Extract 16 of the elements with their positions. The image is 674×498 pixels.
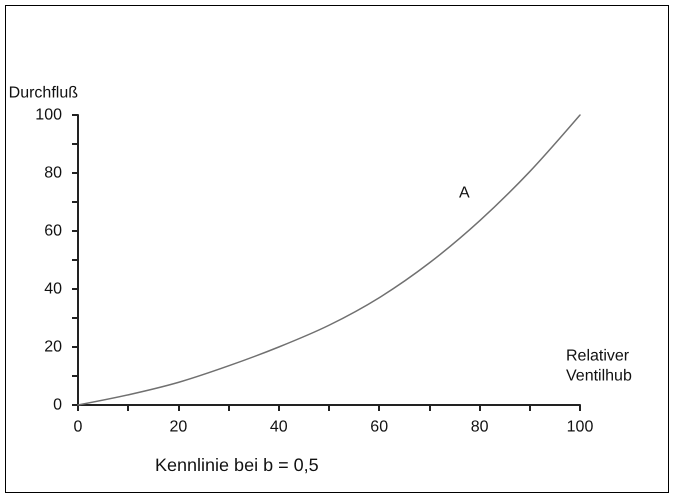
x-tick-label: 20 bbox=[170, 418, 188, 436]
x-tick-label: 100 bbox=[566, 418, 594, 436]
y-tick-label: 40 bbox=[44, 280, 62, 298]
x-tick-label: 40 bbox=[270, 418, 288, 436]
annotation: A bbox=[459, 184, 470, 202]
y-tick-label: 60 bbox=[44, 222, 62, 240]
x-tick-label: 60 bbox=[370, 418, 388, 436]
text: Kennlinie bei b = 0,5 bbox=[155, 455, 319, 475]
x-tick-label: 0 bbox=[74, 418, 83, 436]
y-tick-label: 0 bbox=[53, 396, 62, 414]
y-axis-title: Durchfluß bbox=[8, 84, 78, 102]
x-axis-title: Relativer Ventilhub bbox=[566, 348, 634, 384]
y-tick-label: 80 bbox=[44, 164, 62, 182]
y-tick-label: 100 bbox=[35, 106, 62, 124]
x-tick-label: 80 bbox=[470, 418, 489, 436]
y-tick-label: 20 bbox=[44, 338, 62, 356]
